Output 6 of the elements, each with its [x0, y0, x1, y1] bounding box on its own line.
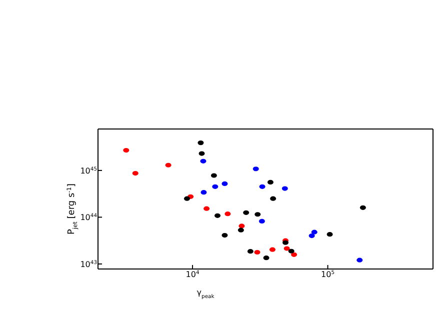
y-tick-label: 10$^{44}$	[80, 213, 98, 222]
y-tick-label: 10$^{43}$	[80, 260, 97, 269]
x-axis-title: γ$_{peak}$	[196, 288, 214, 300]
x-tick-label: 10$^{5}$	[321, 270, 335, 279]
x-tick-label: 10$^{4}$	[186, 270, 200, 279]
y-tick-label: 10$^{45}$	[80, 166, 97, 176]
